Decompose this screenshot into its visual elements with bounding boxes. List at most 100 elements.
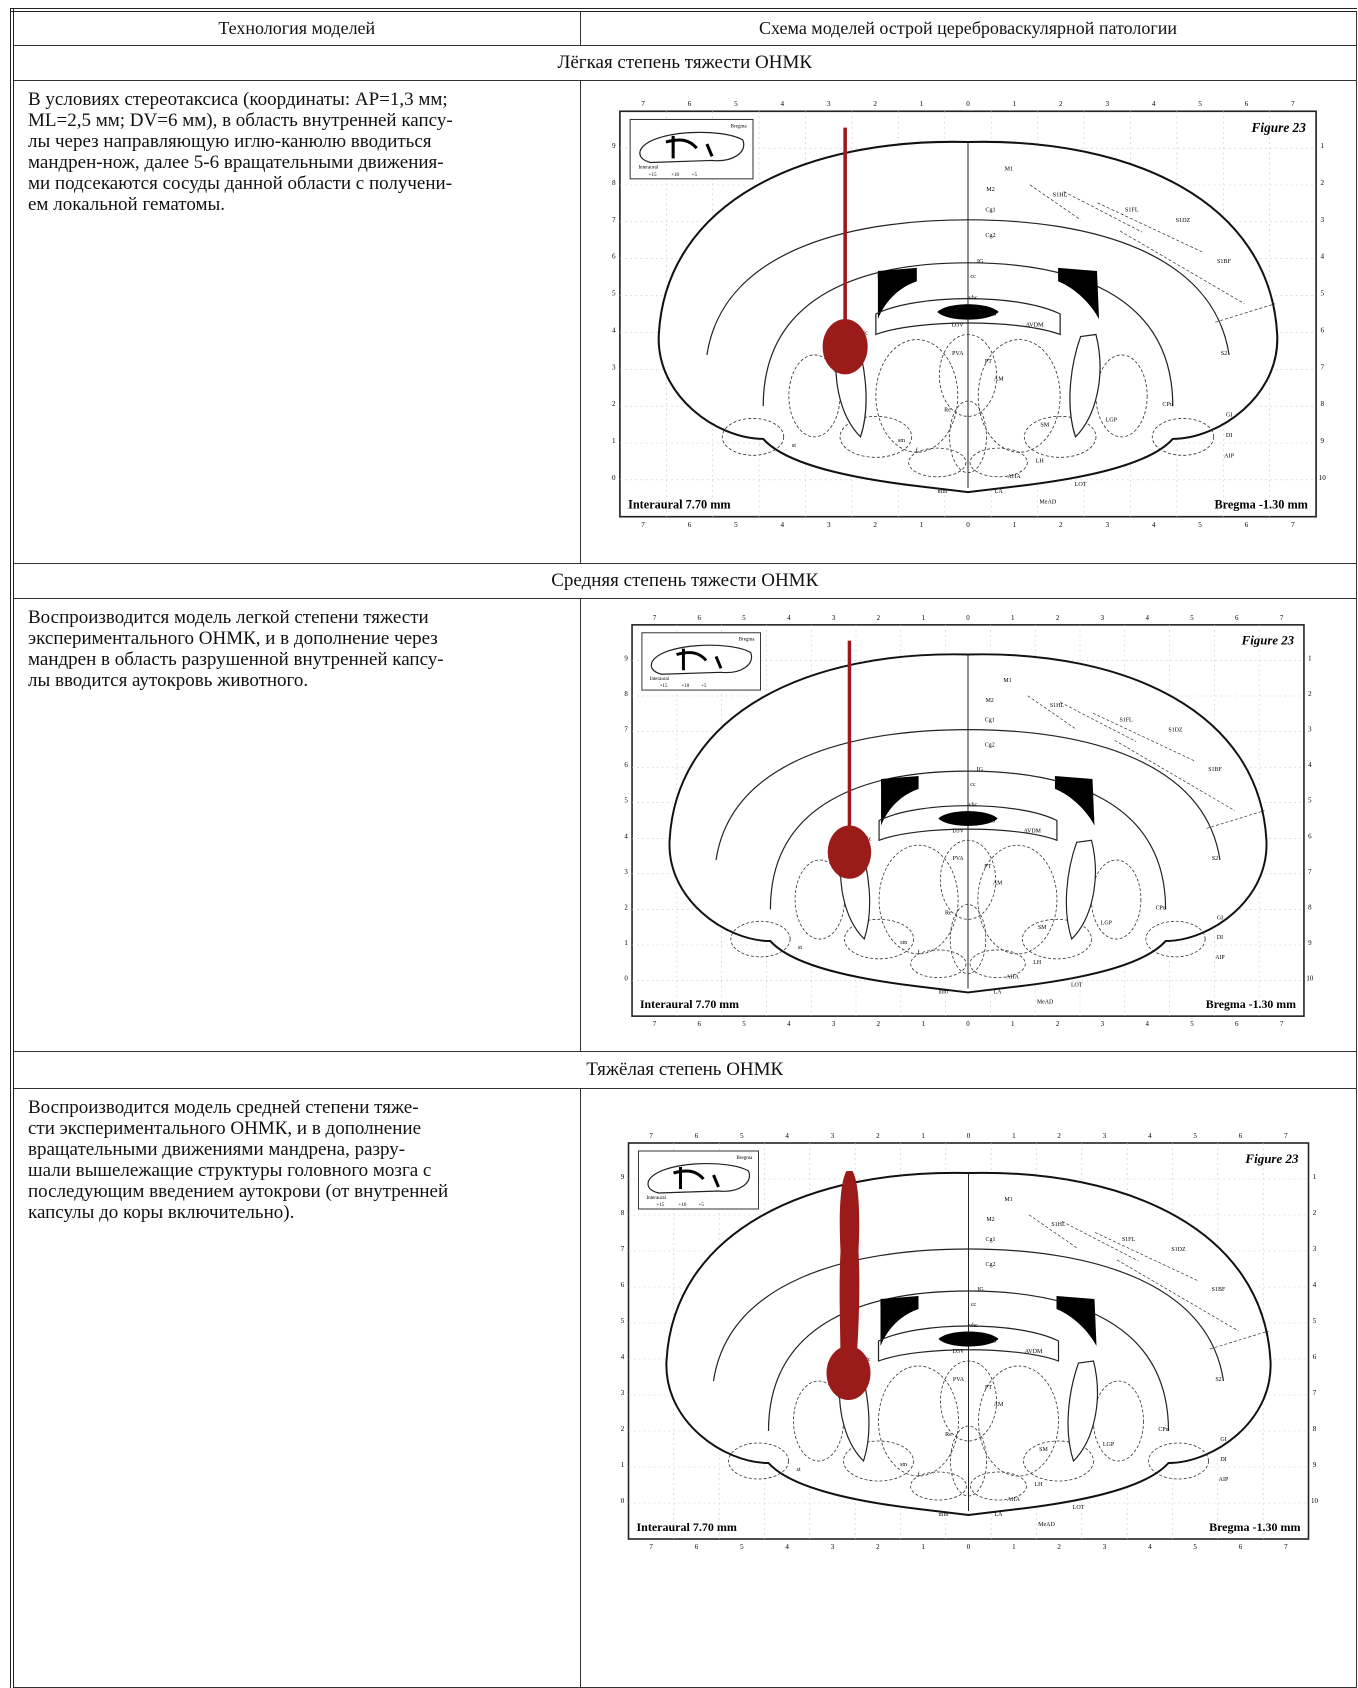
tick-label: 6 <box>1238 1132 1242 1140</box>
tick-label: 5 <box>1320 290 1324 298</box>
region-label: M2 <box>986 698 994 704</box>
tick-label: 10 <box>1311 1497 1319 1505</box>
region-label: S1HL <box>1051 1222 1066 1228</box>
tick-label: 5 <box>612 290 616 298</box>
tick-label: 3 <box>1101 1021 1105 1028</box>
region-label: LGP <box>1102 1442 1114 1448</box>
tick-label: 0 <box>966 1543 970 1551</box>
region-label: LA <box>994 1512 1003 1518</box>
brain-region <box>1091 859 1142 940</box>
region-label: f <box>917 1471 919 1478</box>
ventricle <box>1056 1296 1096 1346</box>
tick-label: 1 <box>1308 655 1312 662</box>
tick-label: 4 <box>785 1132 789 1140</box>
tick-label: 1 <box>1320 142 1324 150</box>
region-label: SM <box>1039 1447 1048 1453</box>
brain-region <box>909 1471 967 1501</box>
inset-label: Bregma <box>739 638 755 643</box>
brain-region <box>730 920 791 958</box>
region-label: Re <box>945 1432 952 1438</box>
tick-label: 3 <box>830 1132 834 1140</box>
tick-label: 1 <box>620 1461 624 1469</box>
region-label: LA <box>994 989 1003 995</box>
figure-label: Figure 23 <box>1251 120 1307 135</box>
tick-label: 8 <box>624 691 628 698</box>
inset-brain <box>639 131 745 164</box>
tick-label: 6 <box>624 762 628 769</box>
tick-label: 6 <box>698 1021 702 1028</box>
brain-region <box>839 415 913 458</box>
region-label: MeAD <box>1037 999 1054 1005</box>
internal-capsule <box>1069 333 1101 438</box>
brain-region <box>969 949 1026 979</box>
tick-label: 7 <box>1291 100 1295 108</box>
section-title: Лёгкая степень тяжести ОНМК <box>11 45 1357 81</box>
brain-region <box>949 904 987 975</box>
region-label: M1 <box>1003 678 1011 684</box>
tick-label: 6 <box>694 1132 698 1140</box>
tick-label: 1 <box>612 437 616 445</box>
tick-label: 4 <box>781 100 785 108</box>
tick-label: 4 <box>624 833 628 840</box>
tick-label: 7 <box>1284 1132 1288 1140</box>
brain-region <box>910 949 967 979</box>
inset-frame <box>641 632 761 691</box>
region-border <box>1027 695 1077 730</box>
region-label: SFO <box>985 312 997 318</box>
tick-label: 5 <box>1312 1317 1316 1325</box>
tick-label: 5 <box>742 1021 746 1028</box>
region-label: f <box>918 949 920 956</box>
tick-label: 3 <box>830 1543 834 1551</box>
inset-label: +5 <box>692 172 698 178</box>
region-label: ic <box>863 330 868 336</box>
tick-label: 5 <box>740 1132 744 1140</box>
region-border <box>1028 1214 1079 1250</box>
tick-label: 4 <box>1148 1132 1152 1140</box>
region-border <box>1060 702 1137 742</box>
tick-label: 0 <box>966 1132 970 1140</box>
brain-region <box>908 447 967 478</box>
region-label: MeAD <box>1039 499 1057 505</box>
lesion-track <box>839 1171 859 1361</box>
brain-region <box>969 447 1028 478</box>
region-label: D3V <box>952 828 964 834</box>
ventricle <box>938 1331 998 1347</box>
bregma-label: Bregma -1.30 mm <box>1209 1520 1300 1534</box>
region-label: S2 <box>1221 351 1227 357</box>
region-label: SM <box>1040 423 1049 429</box>
region-label: M2 <box>986 1217 994 1223</box>
bregma-label: Bregma -1.30 mm <box>1206 997 1296 1011</box>
region-label: S1FL <box>1125 208 1139 214</box>
tick-label: 5 <box>742 615 746 622</box>
region-label: AVDM <box>1026 322 1044 328</box>
tick-label: 4 <box>1152 521 1156 529</box>
inset-label: +10 <box>681 684 689 689</box>
tick-label: 3 <box>827 100 831 108</box>
tick-label: 9 <box>612 142 616 150</box>
tick-label: 6 <box>1312 1353 1316 1361</box>
inset-label: Interaural <box>638 165 658 171</box>
region-label: cc <box>970 274 976 280</box>
region-label: SFO <box>984 1339 996 1345</box>
tick-label: 4 <box>1152 100 1156 108</box>
hippocampus <box>878 805 1058 842</box>
tick-label: 4 <box>785 1543 789 1551</box>
tick-label: 1 <box>920 100 924 108</box>
region-label: S1DZ <box>1168 728 1183 734</box>
tick-label: 6 <box>1245 521 1249 529</box>
tick-label: 7 <box>1312 1389 1316 1397</box>
region-label: M2 <box>986 187 995 193</box>
region-label: S1BF <box>1211 1287 1225 1293</box>
region-label: CPu <box>1156 905 1166 911</box>
region-label: S1DZ <box>1176 218 1191 224</box>
header-cell: Схема моделей острой цереброваскулярной … <box>579 9 1357 46</box>
region-label: vhc <box>969 1323 978 1329</box>
region-label: AVDM <box>1024 828 1042 834</box>
interaural-label: Interaural 7.70 mm <box>636 1520 736 1534</box>
region-label: LH <box>1034 1482 1043 1488</box>
tick-label: 5 <box>740 1543 744 1551</box>
tick-label: 5 <box>734 521 738 529</box>
brain-region <box>878 844 959 955</box>
header-row: Технология моделей Схема моделей острой … <box>11 9 1357 46</box>
